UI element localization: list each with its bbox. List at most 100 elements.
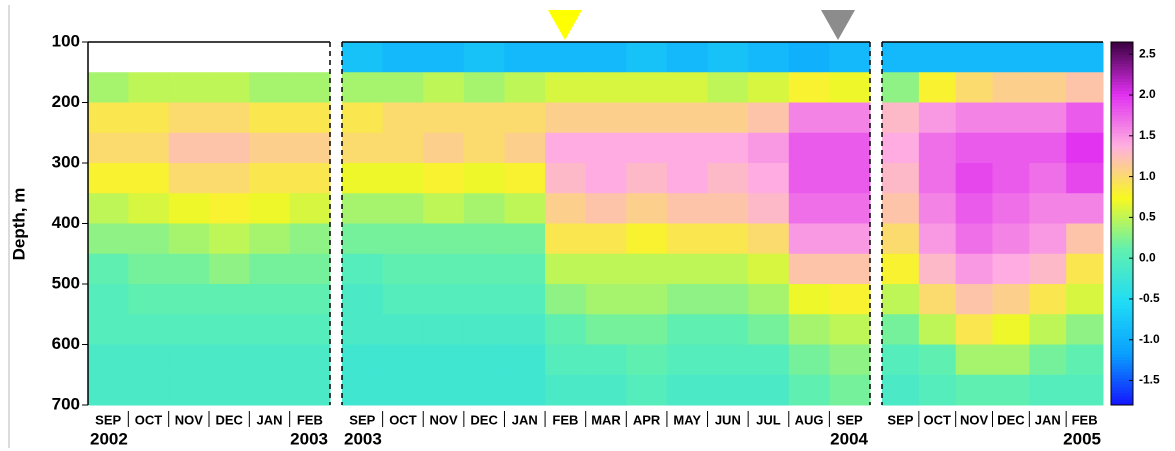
- heat-cell: [789, 314, 830, 345]
- heat-cell: [586, 224, 627, 255]
- colorbar-step: [1111, 57, 1133, 61]
- x-tick-label: SEP: [837, 412, 863, 427]
- colorbar-step: [1111, 326, 1133, 330]
- heat-cell: [464, 345, 505, 376]
- heat-cell: [545, 163, 586, 194]
- heat-cell: [383, 284, 424, 315]
- colorbar-step: [1111, 239, 1133, 243]
- heat-cell: [1066, 284, 1103, 315]
- heat-cell: [919, 72, 956, 103]
- heat-cell: [626, 103, 667, 134]
- heat-cell: [993, 72, 1030, 103]
- heat-cell: [667, 163, 708, 194]
- heat-cell: [383, 345, 424, 376]
- colorbar-step: [1111, 60, 1133, 64]
- heat-cell: [789, 345, 830, 376]
- heat-cell: [88, 193, 129, 224]
- colorbar-step: [1111, 130, 1133, 134]
- colorbar-step: [1111, 345, 1133, 349]
- colorbar-step: [1111, 390, 1133, 394]
- colorbar-step: [1111, 205, 1133, 209]
- heat-cell: [586, 284, 627, 315]
- heat-cell: [829, 193, 870, 224]
- heat-cell: [748, 375, 789, 406]
- heat-cell: [1029, 345, 1066, 376]
- x-tick-label: AUG: [795, 412, 824, 427]
- colorbar-step: [1111, 81, 1133, 85]
- heat-cell: [209, 375, 250, 406]
- heat-cell: [169, 133, 210, 164]
- heat-cell: [1066, 314, 1103, 345]
- heat-cell: [626, 314, 667, 345]
- heat-cell: [209, 284, 250, 315]
- heat-cell: [383, 224, 424, 255]
- heat-cell: [789, 163, 830, 194]
- heat-cell: [993, 103, 1030, 134]
- heat-cell: [88, 375, 129, 406]
- colorbar-step: [1111, 230, 1133, 234]
- colorbar-step: [1111, 351, 1133, 355]
- heat-cell: [383, 42, 424, 73]
- heat-cell: [169, 224, 210, 255]
- heat-cell: [545, 103, 586, 134]
- heat-cell: [708, 72, 749, 103]
- colorbar-step: [1111, 375, 1133, 379]
- x-tick-label: JUL: [756, 412, 781, 427]
- heat-cell: [1029, 163, 1066, 194]
- colorbar-step: [1111, 151, 1133, 155]
- colorbar-step: [1111, 284, 1133, 288]
- colorbar-step: [1111, 399, 1133, 403]
- heat-cell: [1066, 193, 1103, 224]
- heat-cell: [128, 72, 169, 103]
- heat-cell: [545, 284, 586, 315]
- heat-cell: [249, 375, 290, 406]
- heat-cell: [342, 193, 383, 224]
- heat-cell: [882, 163, 919, 194]
- heat-cell: [249, 314, 290, 345]
- heat-cell: [789, 42, 830, 73]
- heat-cell: [748, 103, 789, 134]
- heat-cell: [789, 375, 830, 406]
- heat-cell: [708, 345, 749, 376]
- heat-cell: [667, 254, 708, 285]
- heat-cell: [504, 42, 545, 73]
- year-label: 2003: [344, 429, 382, 448]
- heat-cell: [993, 193, 1030, 224]
- colorbar-step: [1111, 160, 1133, 164]
- heat-cell: [88, 314, 129, 345]
- colorbar-step: [1111, 305, 1133, 309]
- colorbar-step: [1111, 329, 1133, 333]
- marker-yellow: [548, 10, 582, 40]
- heat-cell: [169, 103, 210, 134]
- colorbar-step: [1111, 178, 1133, 182]
- x-tick-label: FEB: [1072, 412, 1098, 427]
- heat-cell: [290, 284, 331, 315]
- heat-cell: [956, 254, 993, 285]
- heat-cell: [128, 345, 169, 376]
- marker-gray: [821, 10, 855, 40]
- heat-cell: [383, 254, 424, 285]
- x-tick-label: OCT: [135, 412, 163, 427]
- colorbar-tick-label: 2.5: [1139, 46, 1156, 60]
- heat-cell: [919, 193, 956, 224]
- heat-cell: [586, 42, 627, 73]
- heat-cell: [504, 284, 545, 315]
- heat-cell: [290, 224, 331, 255]
- heat-cell: [789, 103, 830, 134]
- heat-cell: [882, 254, 919, 285]
- heat-cell: [504, 224, 545, 255]
- heat-cell: [789, 193, 830, 224]
- heat-cell: [128, 133, 169, 164]
- heat-cell: [249, 103, 290, 134]
- heat-cell: [993, 314, 1030, 345]
- colorbar-step: [1111, 254, 1133, 258]
- heat-cell: [504, 133, 545, 164]
- heat-cell: [956, 133, 993, 164]
- heat-cell: [626, 72, 667, 103]
- heat-cell: [667, 314, 708, 345]
- heat-cell: [956, 284, 993, 315]
- heat-cell: [88, 163, 129, 194]
- heat-cell: [128, 193, 169, 224]
- heat-cell: [128, 163, 169, 194]
- colorbar-step: [1111, 124, 1133, 128]
